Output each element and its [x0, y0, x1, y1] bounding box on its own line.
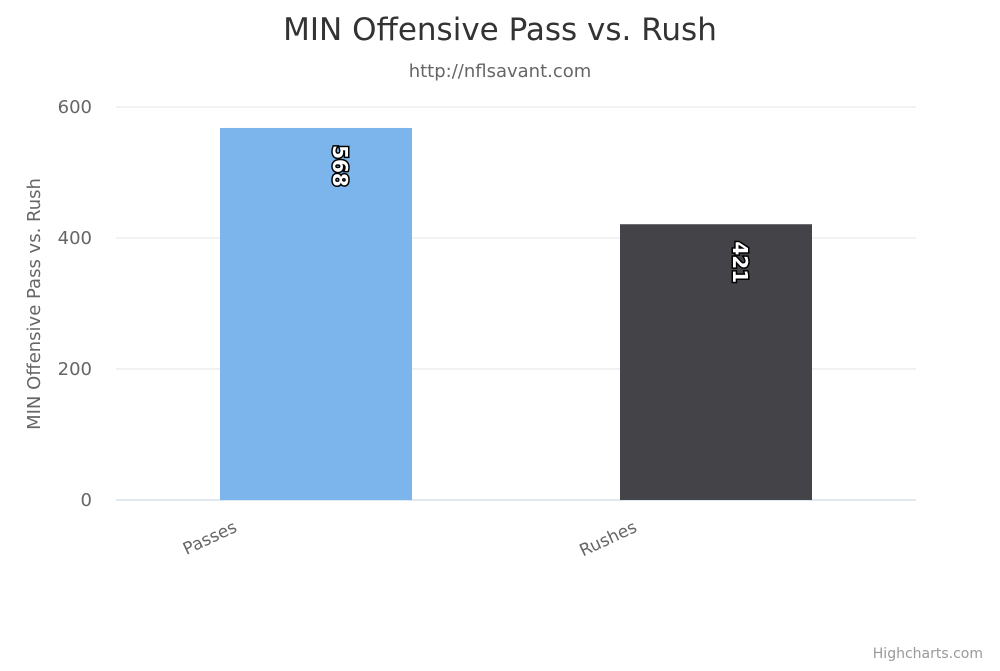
y-axis-labels: 0 200 400 600: [58, 97, 92, 511]
data-labels: 568 421: [327, 144, 754, 285]
y-tick-label: 0: [81, 490, 92, 511]
y-axis-title: MIN Offensive Pass vs. Rush: [24, 178, 45, 430]
data-label: 421: [728, 241, 752, 283]
data-label: 568: [328, 145, 352, 187]
chart-subtitle: http://nflsavant.com: [409, 61, 592, 82]
chart-title: MIN Offensive Pass vs. Rush: [283, 12, 717, 48]
y-tick-label: 200: [58, 359, 92, 380]
bars: [220, 127, 812, 501]
bar-passes[interactable]: [220, 127, 412, 501]
credits-link[interactable]: Highcharts.com: [873, 646, 983, 662]
y-tick-label: 600: [58, 97, 92, 118]
bar-rushes[interactable]: [620, 224, 812, 500]
y-tick-label: 400: [58, 228, 92, 249]
